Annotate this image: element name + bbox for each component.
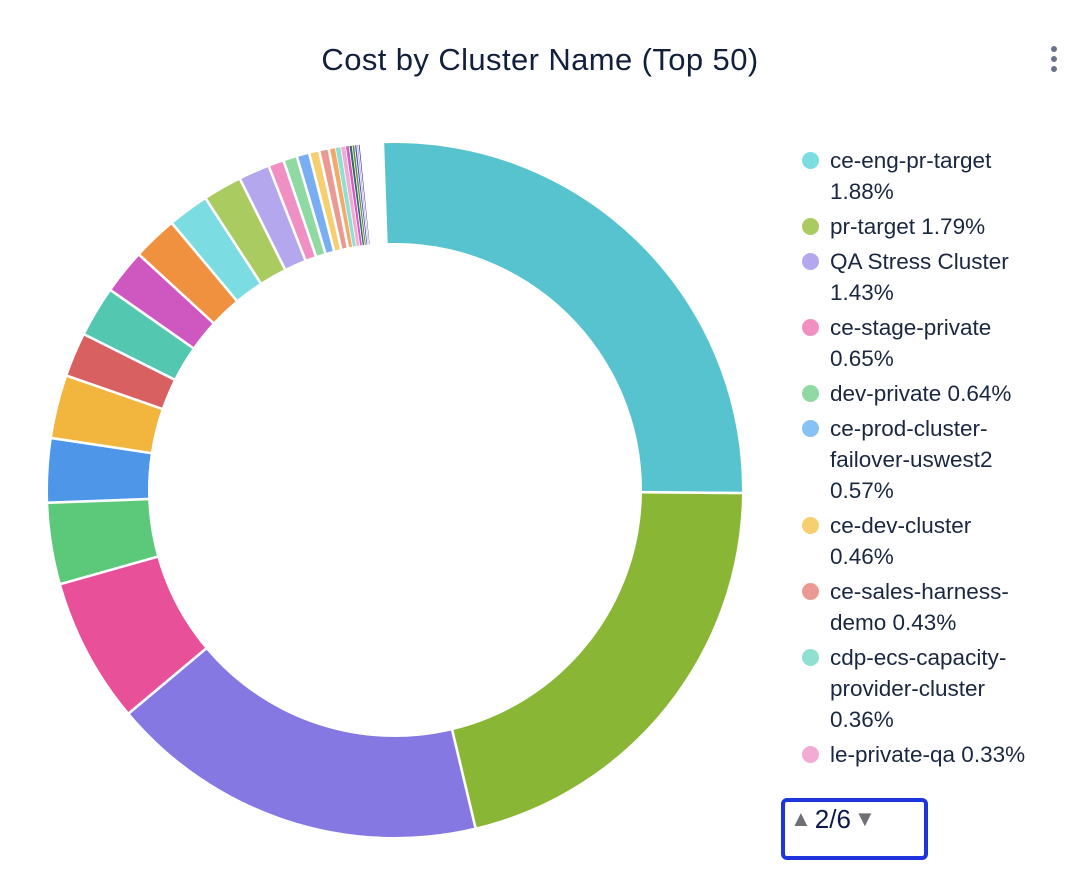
- legend-item[interactable]: ce-sales-harness-demo 0.43%: [799, 576, 1069, 638]
- donut-segment[interactable]: [319, 149, 348, 249]
- slice-separator: [357, 142, 370, 247]
- slice-separator: [126, 646, 209, 716]
- legend-color-dot: [802, 583, 819, 600]
- slice-separator: [108, 288, 196, 351]
- donut-segment[interactable]: [452, 492, 742, 828]
- slice-separator: [238, 177, 287, 272]
- donut-segment[interactable]: [48, 499, 158, 584]
- slice-separator: [381, 141, 388, 246]
- legend-color-dot: [802, 253, 819, 270]
- legend-label: cdp-ecs-capacity-provider-cluster 0.36%: [830, 645, 1007, 732]
- slice-separator: [267, 164, 308, 263]
- slice-separator: [58, 555, 160, 586]
- legend-color-dot: [802, 517, 819, 534]
- donut-segment[interactable]: [352, 145, 367, 245]
- legend-label: QA Stress Cluster 1.43%: [830, 249, 1009, 305]
- slice-separator: [49, 436, 153, 455]
- donut-segment[interactable]: [51, 375, 162, 454]
- slice-separator: [82, 332, 177, 382]
- legend-item[interactable]: ce-stage-private 0.65%: [799, 312, 1069, 374]
- slice-separator: [359, 142, 371, 247]
- slice-separator: [137, 252, 216, 326]
- slice-separator: [351, 143, 366, 247]
- donut-segment[interactable]: [60, 556, 206, 714]
- legend-pagination[interactable]: ▲ 2/6 ▼: [781, 798, 928, 860]
- legend-color-dot: [802, 319, 819, 336]
- legend-color-dot: [802, 746, 819, 763]
- donut-segment[interactable]: [283, 157, 326, 257]
- legend-label: ce-prod-cluster-failover-uswest2 0.57%: [830, 416, 993, 503]
- donut-segment[interactable]: [172, 198, 261, 301]
- slice-separator: [170, 221, 239, 303]
- slice-separator: [356, 143, 369, 247]
- slice-separator: [639, 490, 744, 495]
- slice-separator: [203, 196, 263, 286]
- donut-segment[interactable]: [335, 147, 357, 247]
- kebab-menu-icon[interactable]: [1044, 46, 1064, 86]
- slice-separator: [327, 147, 350, 250]
- donut-segment[interactable]: [240, 166, 306, 269]
- page-title: Cost by Cluster Name (Top 50): [321, 42, 759, 77]
- legend-color-dot: [802, 152, 819, 169]
- legend-label: ce-sales-harness-demo 0.43%: [830, 579, 1009, 635]
- slice-separator: [281, 159, 318, 259]
- donut-segment[interactable]: [111, 255, 214, 348]
- donut-segment[interactable]: [349, 145, 365, 246]
- donut-segment[interactable]: [382, 143, 742, 494]
- legend-label: pr-target 1.79%: [830, 214, 986, 239]
- donut-segment[interactable]: [309, 151, 342, 251]
- page-down-icon[interactable]: ▼: [853, 806, 876, 831]
- legend-label: ce-dev-cluster 0.46%: [830, 513, 972, 569]
- donut-segment[interactable]: [48, 438, 151, 503]
- legend-item[interactable]: cdp-ecs-capacity-provider-cluster 0.36%: [799, 642, 1069, 735]
- slice-separator: [334, 146, 354, 249]
- slice-separator: [295, 154, 328, 256]
- legend-label: ce-eng-pr-target 1.88%: [830, 148, 992, 204]
- donut-segment[interactable]: [340, 146, 360, 247]
- legend-label: dev-private 0.64%: [830, 381, 1012, 406]
- slice-separator: [64, 373, 165, 411]
- slice-separator: [46, 497, 151, 505]
- legend-item[interactable]: le-private-qa 0.33%: [799, 739, 1069, 770]
- page-up-icon[interactable]: ▲: [790, 806, 812, 831]
- legend-item[interactable]: QA Stress Cluster 1.43%: [799, 246, 1069, 308]
- donut-segment[interactable]: [67, 334, 175, 409]
- legend-item[interactable]: ce-eng-pr-target 1.88%: [799, 145, 1069, 207]
- legend-color-dot: [802, 385, 819, 402]
- slice-separator: [348, 144, 363, 248]
- legend-color-dot: [802, 649, 819, 666]
- donut-segment[interactable]: [139, 223, 237, 323]
- donut-segment[interactable]: [268, 161, 316, 260]
- slice-separator: [353, 143, 367, 247]
- page-indicator: 2/6: [814, 804, 851, 834]
- donut-segment[interactable]: [206, 179, 285, 283]
- legend-item[interactable]: dev-private 0.64%: [799, 378, 1069, 409]
- legend-label: le-private-qa 0.33%: [830, 742, 1026, 767]
- donut-segment[interactable]: [297, 153, 334, 254]
- legend-label: ce-stage-private 0.65%: [830, 315, 992, 371]
- donut-segment[interactable]: [129, 648, 476, 837]
- slice-separator: [340, 145, 358, 249]
- legend-item[interactable]: pr-target 1.79%: [799, 211, 1069, 242]
- donut-chart-area: [0, 106, 790, 878]
- legend: ce-eng-pr-target 1.88% pr-target 1.79% QA …: [799, 145, 1069, 799]
- legend-color-dot: [802, 218, 819, 235]
- donut-chart: [46, 141, 744, 837]
- donut-segment[interactable]: [328, 148, 353, 248]
- slice-separator: [317, 149, 343, 252]
- slice-separator: [307, 151, 336, 253]
- donut-segment[interactable]: [84, 290, 193, 380]
- slice-separator: [450, 728, 478, 830]
- slice-separator: [344, 144, 361, 248]
- legend-item[interactable]: ce-prod-cluster-failover-uswest2 0.57%: [799, 413, 1069, 506]
- donut-segment[interactable]: [345, 146, 363, 246]
- legend-item[interactable]: ce-dev-cluster 0.46%: [799, 510, 1069, 572]
- legend-color-dot: [802, 420, 819, 437]
